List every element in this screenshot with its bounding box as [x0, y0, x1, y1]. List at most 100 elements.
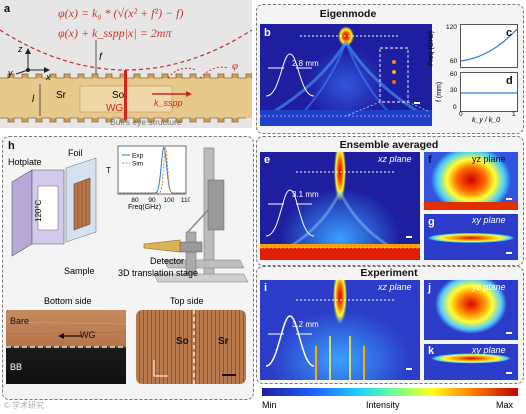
legend-label-sim: Sim: [132, 161, 143, 168]
experiment-header: Experiment: [360, 267, 418, 279]
sr-label: Sr: [56, 90, 66, 101]
panel-d-tick-0: 60: [450, 71, 458, 78]
f-label: f: [99, 52, 102, 63]
axis-z-label: z: [18, 44, 23, 54]
so-photo-label: So: [176, 336, 189, 347]
panel-c-plot: [460, 24, 518, 68]
panel-a-label: a: [4, 3, 11, 15]
bulls-eye-label: Bull's eye structure: [110, 117, 182, 127]
panel-i-label: i: [264, 282, 268, 294]
colorbar-min: Min: [262, 400, 277, 410]
phi-label: φ: [232, 60, 239, 72]
panel-c-ylabel: Freq (GHz): [428, 31, 435, 66]
kspp-label: k_sspp: [154, 98, 183, 108]
legend-label-exp: Exp: [132, 153, 144, 160]
series-line-sim: [118, 147, 186, 194]
sample-label: Sample: [64, 266, 95, 276]
temperature-label: 120°C: [34, 199, 43, 222]
panel-a: a φ(x) = k₀ * (√(x² + f²) − f) φ(x) + k_…: [0, 0, 260, 128]
panel-b-label: b: [264, 27, 271, 39]
top-side-title: Top side: [170, 296, 204, 306]
heatmap-j-overlay: [506, 332, 512, 334]
chart-x-tick-2: 100: [164, 197, 175, 204]
panel-g-label: g: [428, 216, 435, 228]
bottom-side-title: Bottom side: [44, 296, 92, 306]
stage-label: 3D translation stage: [118, 268, 199, 278]
intensity-colorbar: [262, 388, 518, 396]
watermark: © 学术研究: [4, 401, 45, 410]
colorbar-mid: Intensity: [366, 400, 400, 410]
chart-frame: [117, 145, 187, 195]
panel-c-tick-1: 60: [450, 58, 458, 65]
panel-j-label: j: [428, 282, 432, 294]
chart-ylabel: T: [106, 166, 111, 175]
sr-photo-label: Sr: [218, 336, 229, 347]
panel-a-eq2: φ(x) + k_sspp|x| = 2mπ: [58, 26, 172, 40]
axis-y-label: y: [8, 68, 13, 78]
heatmap-b-overlay: [260, 35, 432, 126]
setup-diagram: [11, 147, 249, 283]
chart-x-tick-0: 80: [131, 197, 139, 204]
eigenmode-header: Eigenmode: [319, 8, 377, 20]
panel-e-label: e: [264, 154, 271, 166]
panel-b-width: 2.8 mm: [292, 59, 319, 68]
heatmap-f-overlay: [424, 198, 518, 210]
panel-i-plane: xz plane: [378, 282, 412, 292]
heatmap-g: [424, 214, 518, 260]
heatmap-e: [260, 152, 420, 260]
panel-c-label: c: [506, 27, 513, 39]
chart-xlabel: Freq(GHz): [128, 204, 162, 211]
bottom-side-texture: [6, 321, 126, 348]
detector-label: Detector: [150, 256, 185, 266]
top-side-photo: [136, 310, 246, 384]
panel-cd-xlabel: k_y / k_0: [472, 117, 501, 124]
heatmap-b: [260, 24, 432, 126]
panel-e-plane: xz plane: [378, 154, 412, 164]
heatmap-k-overlay: [506, 372, 512, 374]
panel-c-curve: [460, 28, 518, 62]
foil-label: Foil: [68, 148, 83, 158]
panel-a-diagram: [0, 0, 260, 128]
so-label: So: [112, 90, 125, 101]
axis-x-label: x: [46, 72, 51, 82]
heatmap-i-overlay: [265, 299, 412, 380]
top-side-overlay: [153, 310, 236, 384]
panel-g-plane: xy plane: [472, 215, 506, 225]
chart-x-tick-1: 90: [148, 197, 156, 204]
panel-d-plot: [460, 72, 518, 112]
l-label: l: [32, 94, 35, 105]
panel-h-label: h: [8, 140, 15, 152]
panel-d-ylabel: f (mm): [436, 81, 443, 102]
ensemble-header: Ensemble averaged: [339, 139, 439, 151]
panel-j-plane: yz plane: [472, 282, 506, 292]
panel-d-label: d: [506, 75, 513, 87]
heatmap-i: [260, 280, 420, 380]
panel-a-eq1: φ(x) = k₀ * (√(x² + f²) − f): [58, 6, 184, 20]
x-tick-0: 0: [459, 111, 463, 118]
panel-f-plane: yz plane: [472, 154, 506, 164]
heatmap-e-overlay: [260, 171, 420, 260]
panel-e-width: 3.1 mm: [292, 190, 319, 199]
hotplate-label: Hotplate: [8, 157, 42, 167]
panel-k-label: k: [428, 345, 435, 357]
wg-label: WG: [106, 103, 124, 114]
heatmap-f: [424, 152, 518, 210]
heatmap-g-overlay: [506, 252, 512, 254]
wg-photo-label: WG: [80, 330, 96, 340]
colorbar-max: Max: [496, 400, 514, 410]
panel-f-label: f: [428, 154, 432, 166]
chart-x-tick-3: 110: [181, 197, 190, 204]
panel-d-curve: [461, 92, 517, 94]
panel-k-plane: xy plane: [472, 345, 506, 355]
panel-i-width: 3.2 mm: [292, 320, 319, 329]
x-tick-1: 1: [512, 111, 516, 118]
panel-d-tick-1: 30: [450, 87, 458, 94]
panel-c-tick-0: 120: [446, 24, 457, 31]
bb-label: BB: [10, 362, 23, 372]
panel-d-tick-2: 0: [453, 104, 457, 111]
heatmap-j: [424, 280, 518, 340]
transmission-chart: 80 90 100 110 Exp Sim: [104, 142, 192, 212]
heatmap-k: [424, 344, 518, 380]
bare-label: Bare: [10, 316, 30, 326]
